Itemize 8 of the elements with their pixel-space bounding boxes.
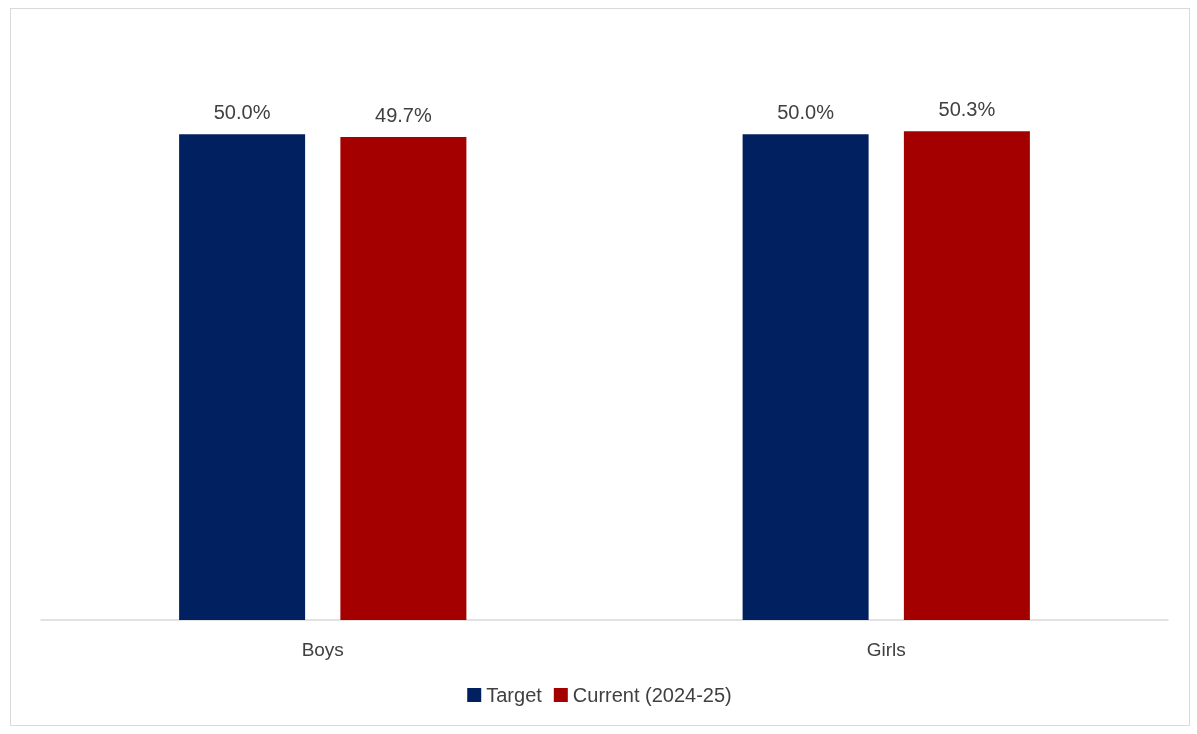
legend-label: Current (2024-25) (572, 684, 732, 706)
data-label: 50.0% (777, 101, 835, 124)
data-label: 50.3% (938, 98, 996, 121)
legend-label: Target (486, 684, 543, 706)
x-tick-label: Boys (301, 639, 344, 660)
data-label: 49.7% (375, 104, 432, 127)
x-tick-label: Girls (866, 639, 906, 660)
data-label: 50.0% (213, 101, 271, 124)
